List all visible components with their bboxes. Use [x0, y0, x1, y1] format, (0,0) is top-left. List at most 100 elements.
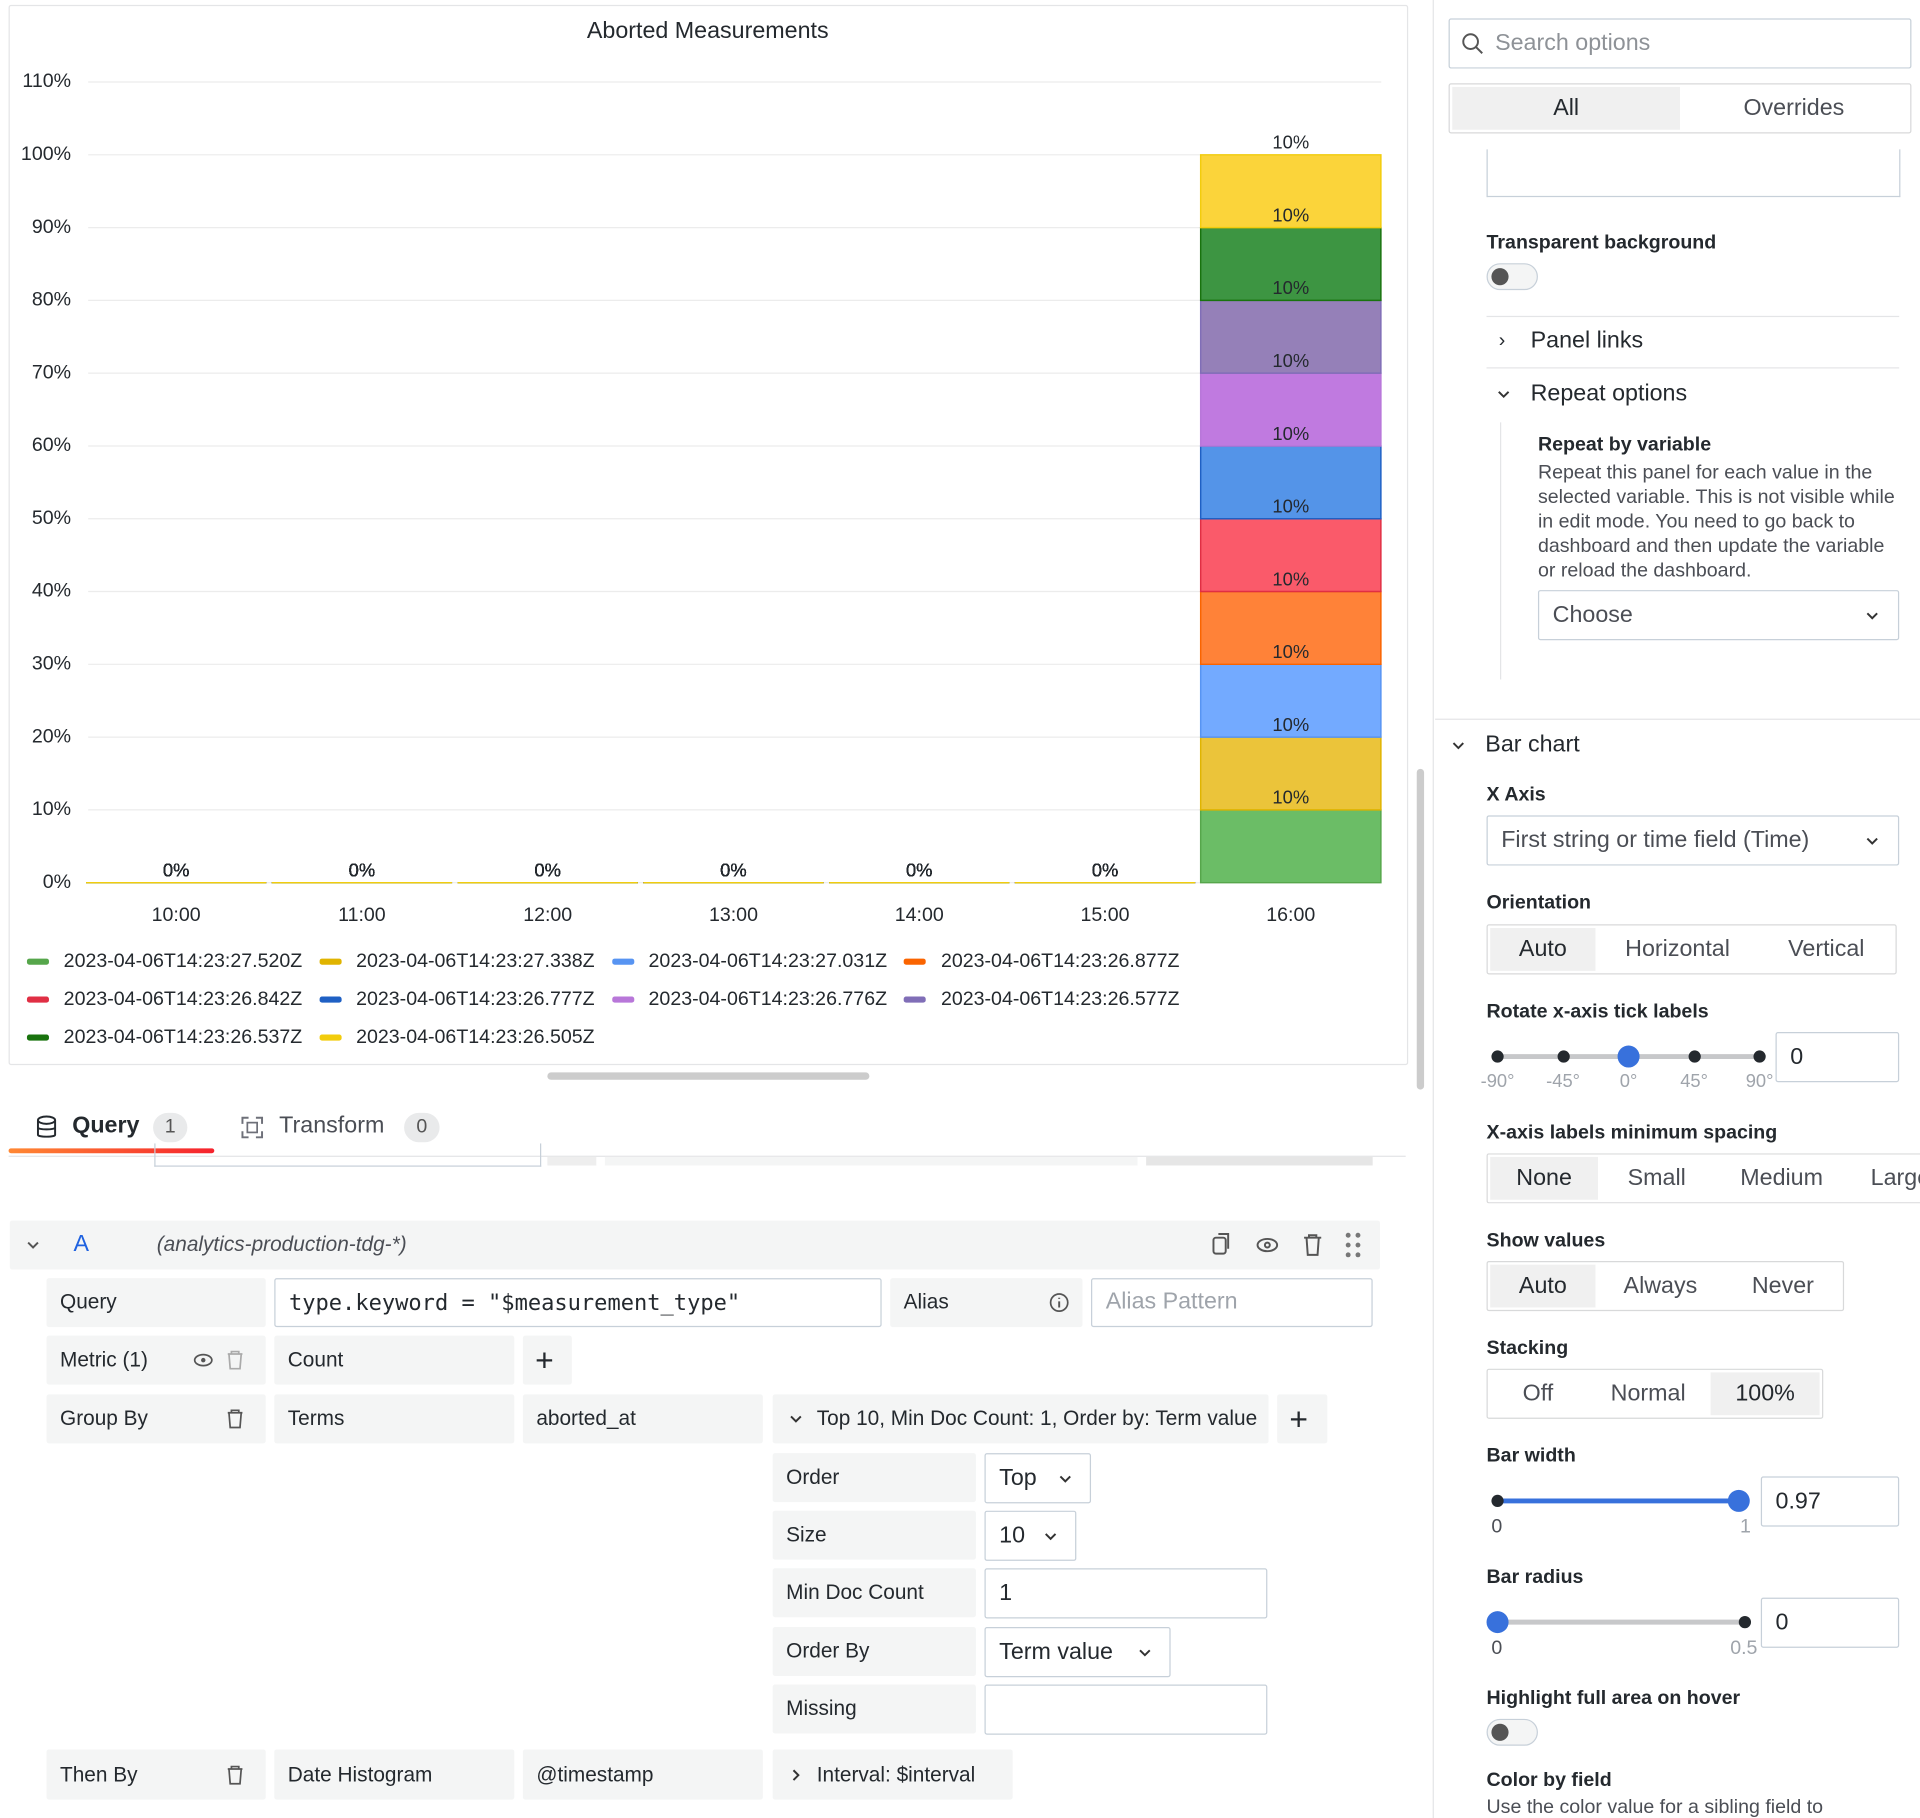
group-summary[interactable]: Interval: $interval	[772, 1749, 1013, 1800]
radio-option[interactable]: None	[1490, 1156, 1598, 1200]
chevron: ›	[1498, 330, 1506, 352]
section-title[interactable]: Panel links	[1530, 328, 1644, 354]
legend-swatch	[904, 996, 927, 1003]
query-actions[interactable]	[1207, 1230, 1372, 1259]
radio-option[interactable]: Never	[1751, 1272, 1814, 1299]
divider	[1486, 315, 1900, 318]
value-label: 0%	[534, 860, 561, 881]
setting-input[interactable]: Top	[984, 1453, 1092, 1504]
add-button[interactable]: +	[1277, 1394, 1328, 1444]
radio-option[interactable]: Medium	[1740, 1164, 1823, 1191]
tab[interactable]: Overrides	[1743, 94, 1845, 121]
metric-actions[interactable]	[191, 1349, 247, 1371]
radio-option[interactable]: Always	[1623, 1272, 1698, 1299]
option-label: Stacking	[1486, 1338, 1569, 1359]
legend-item: 2023-04-06T14:23:27.031Z	[611, 943, 887, 981]
radio-option[interactable]: Off	[1522, 1380, 1554, 1407]
value-label: 0%	[534, 860, 561, 881]
setting-input[interactable]: 1	[984, 1568, 1268, 1619]
legend-swatch	[904, 958, 927, 965]
radio-option[interactable]: Normal	[1610, 1380, 1686, 1407]
legend-label: 2023-04-06T14:23:27.338Z	[356, 950, 595, 972]
radio-option[interactable]: Small	[1627, 1164, 1686, 1191]
value-label: 0%	[720, 860, 747, 881]
setting-label: Order	[772, 1453, 976, 1503]
group-type[interactable]: Date Histogram	[274, 1749, 515, 1800]
delete-icon[interactable]	[224, 1408, 246, 1430]
slider-handle[interactable]	[1727, 1489, 1750, 1512]
slider-handle[interactable]	[1486, 1611, 1509, 1634]
alias-input[interactable]: Alias Pattern	[1091, 1278, 1373, 1328]
tab-count: 0	[404, 1112, 440, 1143]
value-label: 0%	[534, 860, 561, 881]
value-label: 0%	[1092, 860, 1119, 881]
value-label: 10%	[1272, 423, 1309, 444]
legend-item: 2023-04-06T14:23:26.537Z	[26, 1019, 302, 1057]
add-button[interactable]: +	[522, 1335, 572, 1385]
value-label: 0%	[720, 860, 747, 881]
value-label: 0%	[1092, 860, 1119, 881]
value-label: 0%	[1092, 860, 1119, 881]
chevron[interactable]	[24, 1236, 41, 1253]
y-tick-label: 100%	[21, 143, 71, 165]
group-field[interactable]: aborted_at	[522, 1394, 763, 1444]
number-input[interactable]: 0	[1760, 1597, 1900, 1648]
toggle[interactable]	[1486, 1718, 1538, 1746]
section-title[interactable]: Bar chart	[1485, 732, 1580, 758]
value-label: 0%	[349, 860, 376, 881]
value-label: 0%	[720, 860, 747, 881]
value-label: 0%	[906, 860, 933, 881]
radio-option[interactable]: Auto	[1490, 1264, 1596, 1308]
value-label: 0%	[1092, 860, 1119, 881]
database-icon	[36, 1115, 57, 1138]
select[interactable]: Choose	[1537, 590, 1900, 641]
select[interactable]: First string or time field (Time)	[1486, 815, 1900, 866]
radio-option[interactable]: Vertical	[1788, 935, 1865, 962]
textarea[interactable]	[1486, 149, 1901, 198]
group-summary[interactable]: Top 10, Min Doc Count: 1, Order by: Term…	[772, 1394, 1269, 1444]
radio-option[interactable]: Large	[1870, 1164, 1920, 1191]
value-label: 0%	[163, 860, 190, 881]
radio-option[interactable]: Auto	[1490, 927, 1596, 971]
value-label: 0%	[1092, 860, 1119, 881]
setting-input[interactable]: Term value	[984, 1627, 1171, 1678]
metric-type[interactable]: Count	[274, 1335, 515, 1385]
radio-option[interactable]: 100%	[1710, 1372, 1820, 1416]
setting-input[interactable]: 10	[984, 1510, 1077, 1561]
toggle[interactable]	[1486, 263, 1538, 291]
option-label: X Axis	[1486, 784, 1546, 806]
value-label: 0%	[163, 860, 190, 881]
y-tick-label: 40%	[32, 580, 71, 602]
field	[604, 1156, 1138, 1166]
value-label: 0%	[534, 860, 561, 881]
value-label: 0%	[720, 860, 747, 881]
delete-icon[interactable]	[224, 1764, 246, 1786]
number-input[interactable]: 0.97	[1760, 1476, 1900, 1527]
value-label: 0%	[349, 860, 376, 881]
tab[interactable]: All	[1452, 86, 1681, 130]
value-label: 0%	[906, 860, 933, 881]
transform-icon	[241, 1116, 264, 1139]
group-field[interactable]: @timestamp	[522, 1749, 763, 1800]
value-label: 0%	[349, 860, 376, 881]
tab-label[interactable]: Query	[72, 1112, 140, 1139]
setting-input[interactable]	[984, 1684, 1268, 1735]
section-title[interactable]: Repeat options	[1530, 380, 1688, 407]
option-description: Repeat this panel for each value in the …	[1537, 462, 1895, 582]
slider-min: 0	[1491, 1516, 1503, 1538]
legend-item: 2023-04-06T14:23:27.520Z	[26, 943, 302, 981]
value-label: 0%	[163, 860, 190, 881]
value-label: 0%	[1092, 860, 1119, 881]
tab-label[interactable]: Transform	[279, 1112, 385, 1139]
value-label: 0%	[349, 860, 376, 881]
number-input[interactable]: 0	[1775, 1032, 1900, 1083]
bar-segment	[1199, 809, 1382, 884]
chevron	[1866, 837, 1878, 845]
option-label: Color by field	[1486, 1770, 1612, 1792]
search-input[interactable]: Search options	[1448, 18, 1912, 69]
group-type[interactable]: Terms	[274, 1394, 515, 1444]
radio-option[interactable]: Horizontal	[1625, 935, 1730, 962]
value-label: 0%	[720, 860, 747, 881]
query-input[interactable]: type.keyword = "$measurement_type"	[274, 1278, 882, 1328]
